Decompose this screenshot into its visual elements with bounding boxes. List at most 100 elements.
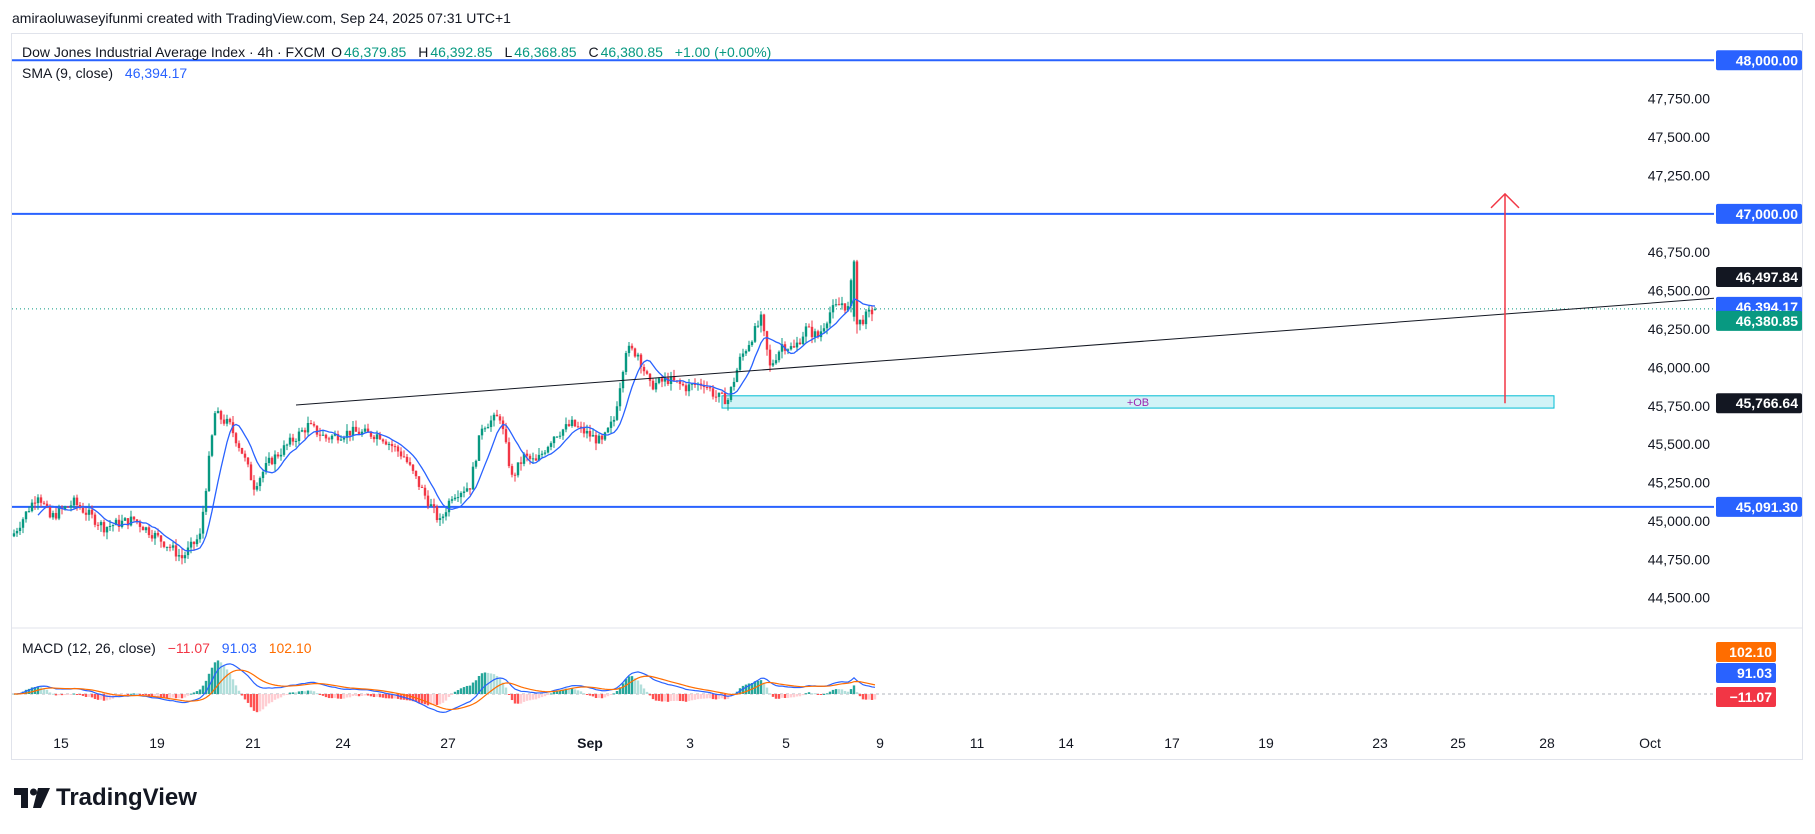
candle-body [252,480,256,490]
macd-histogram-bar [678,694,682,701]
candle-body [213,413,217,436]
macd-histogram-bar [63,694,67,695]
candle-body [570,419,574,426]
candle-body [609,421,613,428]
macd-histogram-bar [285,694,289,695]
macd-histogram-bar [429,694,433,706]
macd-histogram-bar [462,687,466,694]
macd-histogram-bar [333,694,337,698]
macd-histogram-bar [546,694,550,695]
candle-body [24,511,28,520]
candle-body [468,488,472,490]
macd-histogram-bar [441,694,445,703]
candle-body [513,474,517,476]
macd-histogram-bar [444,694,448,701]
candle-body [306,423,310,433]
symbol-title[interactable]: Dow Jones Industrial Average Index · 4h … [22,44,326,60]
tradingview-logo[interactable]: TradingView [14,784,197,812]
candle-body [492,414,496,421]
chart-credit: amiraoluwaseyifunmi created with Trading… [12,10,511,26]
candle-body [642,366,646,372]
macd-histogram-bar [24,689,28,694]
candle-body [135,519,139,522]
macd-histogram-bar [324,694,328,698]
candle-body [612,419,616,422]
macd-histogram-bar [618,687,622,694]
macd-badge-signal: 102.10 [1729,644,1772,660]
candle-body [816,331,820,338]
candle-body [795,342,799,348]
candle-body [555,436,559,438]
macd-histogram-bar [396,694,400,699]
candle-body [270,457,274,465]
macd-histogram-bar [654,694,658,701]
candle-body [528,455,532,459]
macd-histogram-bar [501,682,505,694]
candle-body [837,304,841,306]
macd-histogram-bar [576,690,580,694]
price-tick-label: 47,250.00 [1648,167,1710,183]
candle-body [417,476,421,487]
candle-body [624,353,628,372]
price-tick-label: 46,250.00 [1648,321,1710,337]
price-tick-label: 45,250.00 [1648,475,1710,491]
candle-body [273,454,277,465]
macd-histogram-bar [837,689,841,694]
macd-histogram-bar [12,694,16,695]
candle-body [780,344,784,352]
level-price-badge-bg [1716,50,1802,71]
candle-body [453,497,457,500]
candle-body [672,376,676,381]
candle-body [633,348,637,357]
sma-value: 46,394.17 [124,65,188,81]
time-tick-label: 9 [876,735,884,751]
candle-body [726,399,730,405]
macd-histogram-bar [423,694,427,705]
candle-body [21,519,25,528]
macd-histogram-bar [648,694,652,696]
candle-body [84,512,88,515]
candle-body [537,454,541,461]
candle-body [369,431,373,437]
macd-histogram-bar [420,694,424,704]
macd-histogram-bar [180,694,184,699]
candle-body [573,419,577,427]
macd-histogram-bar [861,694,865,700]
candle-body [339,439,343,441]
macd-signal-value: 102.10 [268,640,312,656]
candle-body [660,378,664,382]
price-tick-label: 46,500.00 [1648,283,1710,299]
macd-histogram-bar [321,694,325,696]
macd-histogram-bar [405,694,409,701]
macd-line[interactable] [13,663,876,713]
candle-body [348,430,352,436]
candle-body [177,555,181,557]
macd-histogram-bar [204,680,208,694]
candle-body [402,456,406,458]
high-value: 46,392.85 [430,44,493,60]
candle-body [264,463,268,472]
macd-histogram-bar [480,673,484,694]
macd-label[interactable]: MACD (12, 26, close) [22,640,156,656]
sma-label[interactable]: SMA (9, close) [22,65,114,81]
candle-body [576,426,580,428]
chart-canvas[interactable]: 44,500.00 44,750.00 45,000.00 45,250.00 45,5… [0,0,1815,780]
candle-body [282,445,286,455]
price-tick-label: 45,000.00 [1648,513,1710,529]
candle-body [531,458,535,460]
macd-histogram-bar [126,694,130,695]
trendline[interactable] [295,297,1715,406]
sma-line[interactable] [37,297,876,552]
macd-histogram-bar [189,693,193,695]
macd-signal-line[interactable] [13,669,876,711]
candle-body [438,518,442,521]
candle-body [219,410,223,420]
macd-histogram-bar [291,692,295,694]
macd-histogram-bar [795,694,799,697]
macd-histogram-bar [147,694,151,697]
candle-body [315,425,319,435]
macd-histogram-bar [102,694,106,701]
candle-body [681,383,685,386]
macd-histogram-bar [723,694,727,700]
order-block-zone[interactable] [721,395,1555,409]
